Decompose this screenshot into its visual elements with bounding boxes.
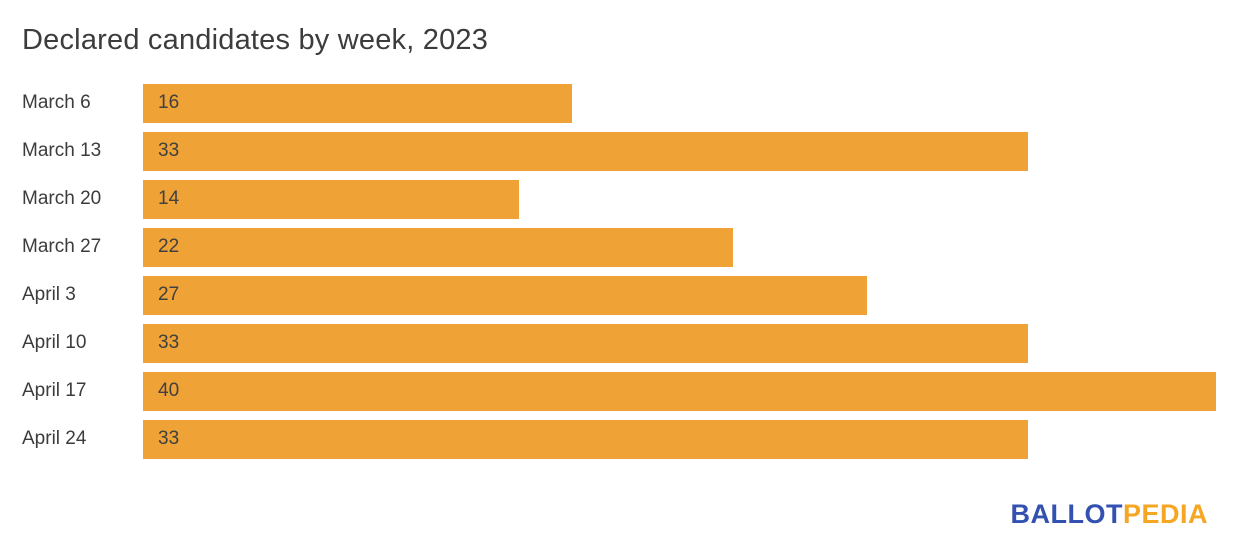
category-label: April 3 — [22, 284, 76, 305]
bar-row: April 24 33 — [0, 415, 1240, 463]
bar-value-label: 22 — [158, 236, 180, 257]
bar-value-label: 33 — [158, 428, 180, 449]
category-label: March 20 — [22, 188, 102, 209]
category-label: March 6 — [22, 92, 91, 113]
bar-value-label: 33 — [158, 140, 180, 161]
bar: 22 — [143, 227, 733, 267]
bar: 27 — [143, 275, 867, 315]
bar-value-label: 33 — [158, 332, 180, 353]
bar-row: March 13 33 — [0, 127, 1240, 175]
bar-value-label: 27 — [158, 284, 180, 305]
ballotpedia-logo: BALLOTPEDIA — [1010, 499, 1208, 530]
bar-row: April 3 27 — [0, 271, 1240, 319]
category-label: March 27 — [22, 236, 102, 257]
bar-row: March 27 22 — [0, 223, 1240, 271]
category-label: April 10 — [22, 332, 87, 353]
bar-row: March 20 14 — [0, 175, 1240, 223]
bar: 16 — [143, 83, 572, 123]
bar-row: March 6 16 — [0, 79, 1240, 127]
logo-text-ballot: BALLOT — [1010, 499, 1123, 529]
logo-text-pedia: PEDIA — [1122, 499, 1208, 529]
bar: 33 — [143, 131, 1028, 171]
bar-row: April 17 40 — [0, 367, 1240, 415]
bar-value-label: 40 — [158, 380, 180, 401]
category-label: April 17 — [22, 380, 87, 401]
category-label: April 24 — [22, 428, 87, 449]
bar: 14 — [143, 179, 519, 219]
bar: 33 — [143, 419, 1028, 459]
category-label: March 13 — [22, 140, 102, 161]
bar: 40 — [143, 371, 1216, 411]
bar-value-label: 14 — [158, 188, 180, 209]
bar-chart: March 6 16 March 13 33 March 20 14 March 27 22 A… — [0, 79, 1240, 463]
bar-value-label: 16 — [158, 92, 180, 113]
chart-title: Declared candidates by week, 2023 — [22, 24, 489, 56]
bar-row: April 10 33 — [0, 319, 1240, 367]
bar: 33 — [143, 323, 1028, 363]
